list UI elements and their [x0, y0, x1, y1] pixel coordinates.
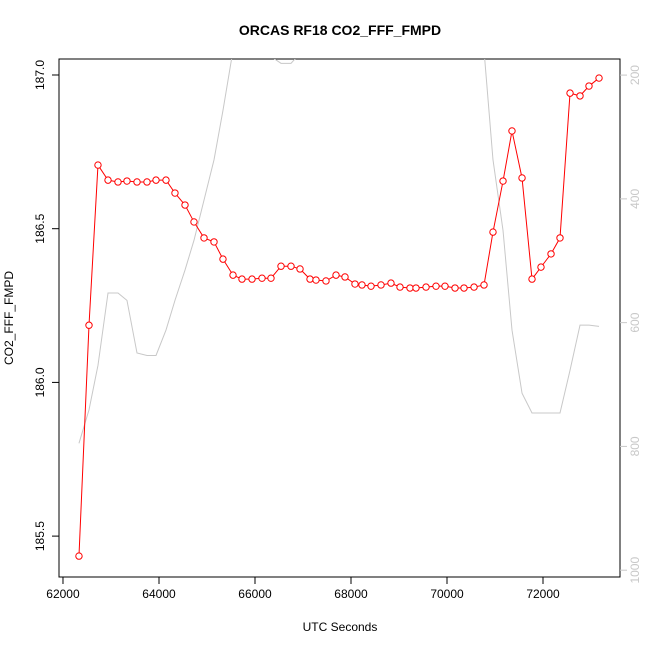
y2-tick-label: 400: [628, 189, 642, 209]
data-point: [470, 283, 478, 291]
x-tick-label: 64000: [142, 587, 176, 601]
data-point: [152, 176, 160, 184]
data-point: [585, 82, 593, 90]
data-point: [133, 178, 141, 186]
data-point: [537, 263, 545, 271]
data-point: [219, 255, 227, 263]
data-point: [171, 189, 179, 197]
data-point: [377, 281, 385, 289]
data-point: [210, 238, 218, 246]
x-tick-label: 68000: [334, 587, 368, 601]
data-point: [162, 176, 170, 184]
data-point: [406, 284, 414, 292]
data-point: [576, 92, 584, 100]
data-point: [200, 234, 208, 242]
data-point: [296, 265, 304, 273]
data-point: [143, 178, 151, 186]
y2-tick-label: 600: [628, 312, 642, 332]
data-point: [387, 279, 395, 287]
data-point: [489, 228, 497, 236]
data-point: [422, 283, 430, 291]
data-point: [528, 275, 536, 283]
data-point: [277, 262, 285, 270]
data-point: [322, 277, 330, 285]
data-point: [267, 274, 275, 282]
y2-tick-label: 200: [628, 65, 642, 85]
x-tick-label: 72000: [526, 587, 560, 601]
data-point: [499, 177, 507, 185]
data-point: [114, 178, 122, 186]
data-point: [547, 250, 555, 258]
data-point: [104, 176, 112, 184]
data-point: [358, 281, 366, 289]
data-point: [248, 275, 256, 283]
y-axis-label: CO2_FFF_FMPD: [2, 271, 16, 365]
data-point: [412, 284, 420, 292]
data-point: [508, 127, 516, 135]
data-point: [229, 271, 237, 279]
plot-area: [75, 59, 603, 560]
x-axis-label: UTC Seconds: [303, 620, 378, 634]
y-tick-label: 186.5: [33, 213, 47, 243]
data-point: [123, 177, 131, 185]
data-point: [190, 218, 198, 226]
data-point: [75, 552, 83, 560]
data-point: [258, 274, 266, 282]
y-tick-label: 187.0: [33, 60, 47, 90]
data-point: [351, 280, 359, 288]
data-point: [566, 89, 574, 97]
data-point: [595, 74, 603, 82]
data-point: [332, 271, 340, 279]
data-point: [287, 262, 295, 270]
y-tick-label: 186.0: [33, 367, 47, 397]
data-point: [238, 275, 246, 283]
data-point: [312, 276, 320, 284]
y2-tick-label: 800: [628, 436, 642, 456]
chart-title: ORCAS RF18 CO2_FFF_FMPD: [239, 22, 441, 38]
x-tick-label: 66000: [238, 587, 272, 601]
data-point: [396, 283, 404, 291]
data-point: [518, 174, 526, 182]
data-point: [556, 234, 564, 242]
x-tick-label: 62000: [46, 587, 80, 601]
data-point: [341, 273, 349, 281]
data-point: [181, 201, 189, 209]
series-line: [78, 59, 600, 444]
data-point: [306, 275, 314, 283]
data-point: [480, 281, 488, 289]
y2-tick-label: 1000: [628, 557, 642, 584]
x-tick-label: 70000: [430, 587, 464, 601]
data-point: [432, 282, 440, 290]
y-tick-label: 185.5: [33, 521, 47, 551]
data-point: [441, 282, 449, 290]
data-point: [451, 284, 459, 292]
plot-frame: [58, 58, 621, 578]
data-point: [85, 321, 93, 329]
data-point: [94, 161, 102, 169]
data-point: [367, 282, 375, 290]
data-point: [460, 284, 468, 292]
